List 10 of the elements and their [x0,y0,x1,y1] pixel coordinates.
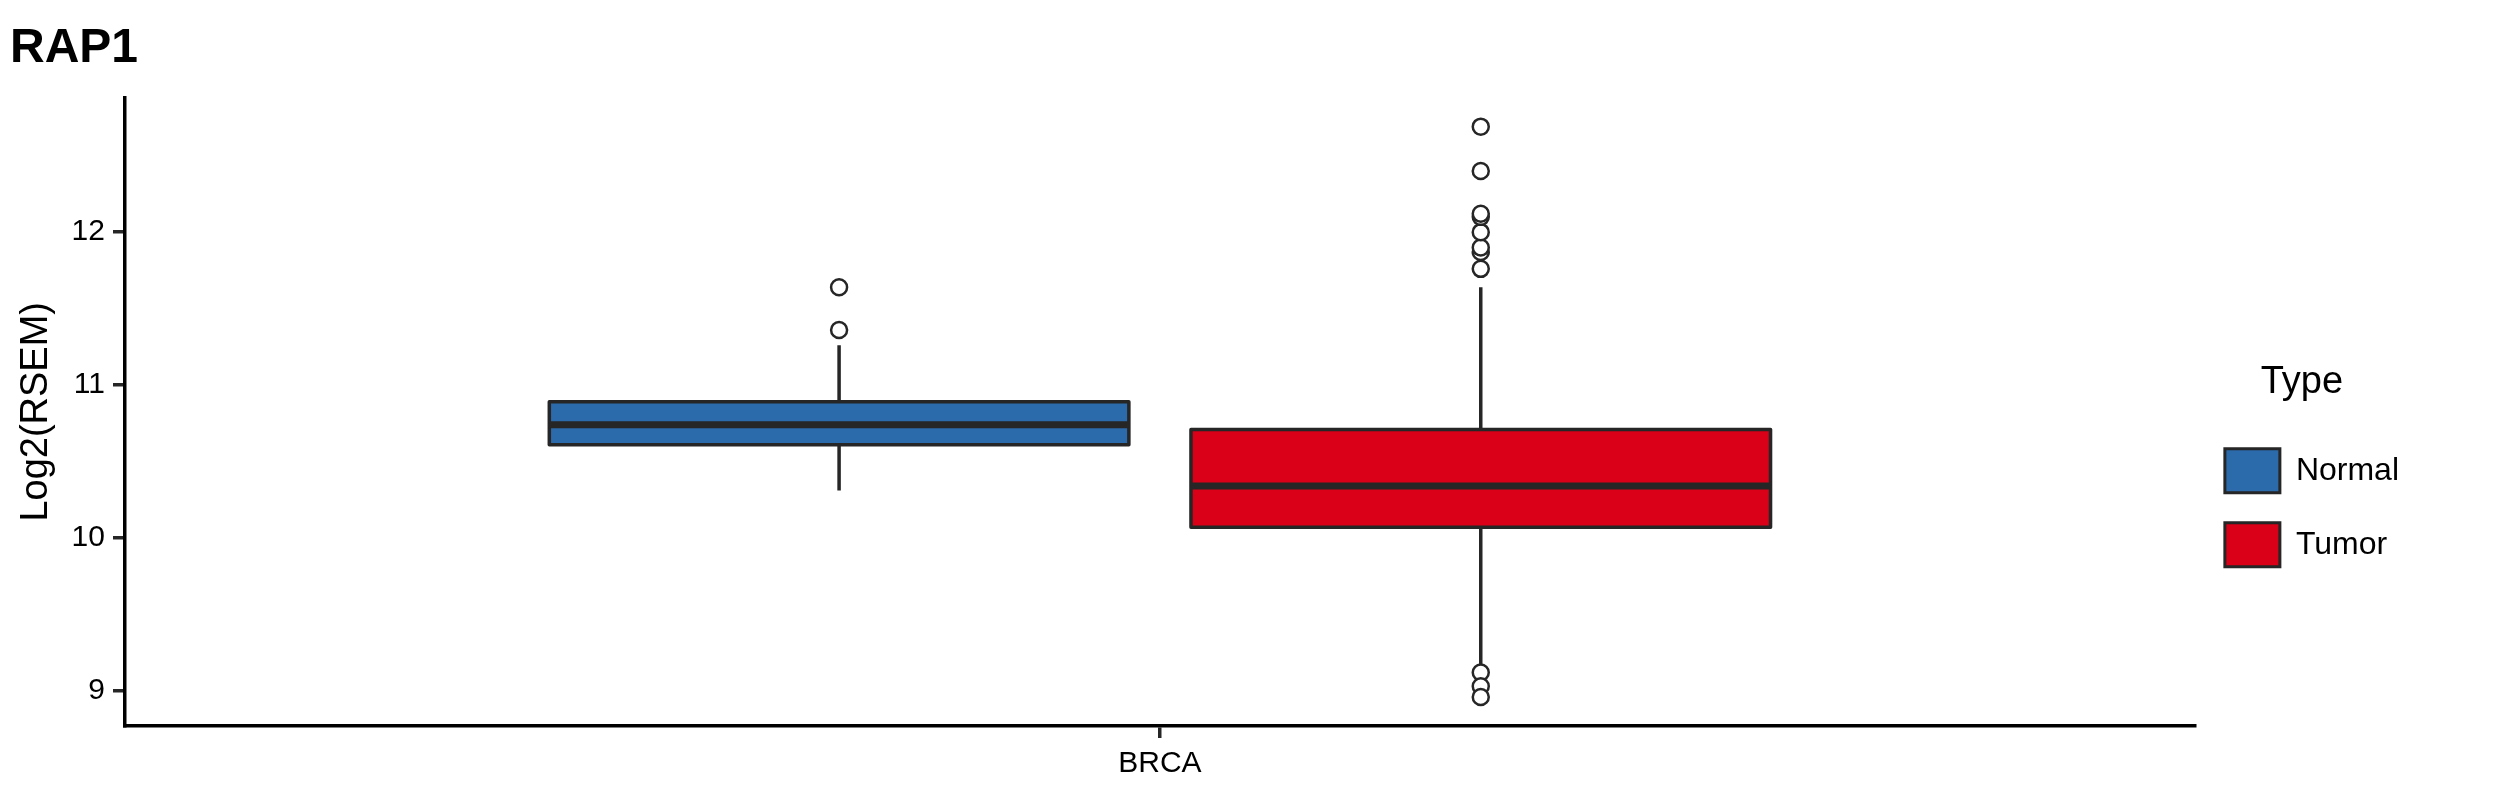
y-tick-label: 12 [71,213,105,247]
legend-label: Tumor [2295,524,2388,561]
x-tick-label: BRCA [1118,745,1202,779]
chart-title: RAP1 [10,19,139,73]
y-tick-label: 11 [73,366,105,400]
y-tick-label: 10 [71,519,105,553]
y-axis-title: Log2(RSEM) [13,301,56,522]
legend-label: Normal [2295,450,2399,487]
y-tick-label: 9 [88,672,105,706]
legend-title: Type [2260,358,2344,401]
